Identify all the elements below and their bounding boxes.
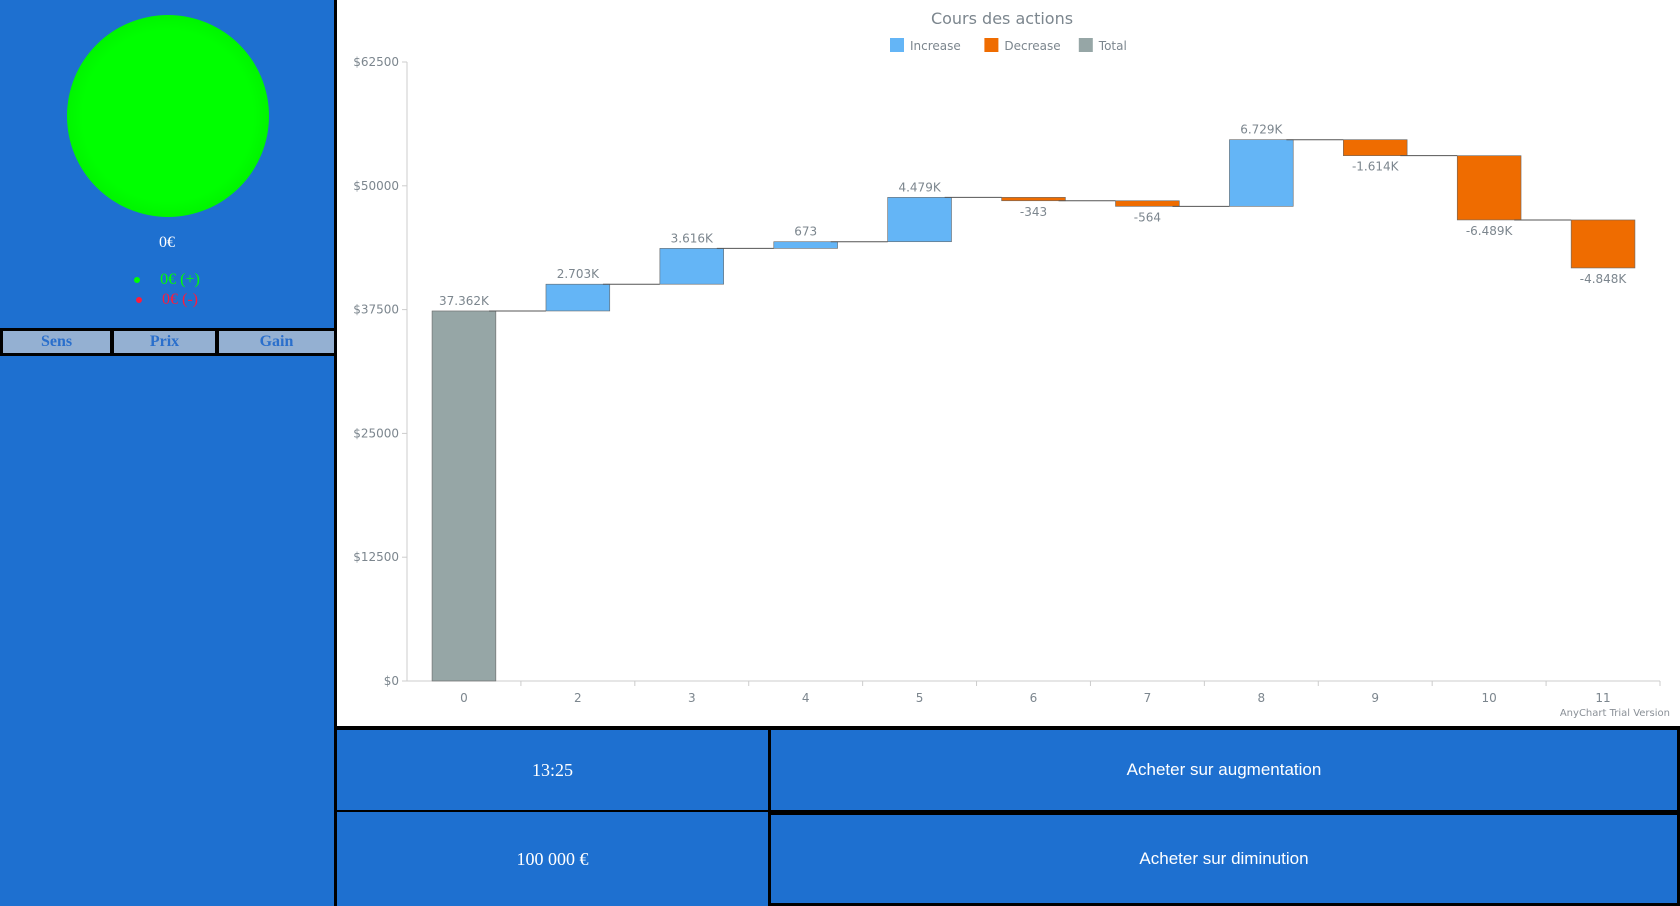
y-tick-label: $0 xyxy=(384,674,399,688)
gain-plus: 0€ (+) xyxy=(160,271,200,288)
x-tick-label: 2 xyxy=(574,691,582,705)
red-dot-icon xyxy=(136,297,142,303)
x-tick-label: 3 xyxy=(688,691,696,705)
x-tick-label: 10 xyxy=(1481,691,1496,705)
x-tick-label: 7 xyxy=(1144,691,1152,705)
x-tick-label: 11 xyxy=(1595,691,1610,705)
data-label: 673 xyxy=(794,225,817,239)
legend-label-decrease: Decrease xyxy=(1004,39,1060,53)
data-label: -343 xyxy=(1020,205,1047,219)
bar-6 xyxy=(1001,197,1066,202)
status-indicator-circle xyxy=(67,15,269,217)
col-gain: Gain xyxy=(219,331,334,353)
watermark: AnyChart Trial Version xyxy=(1560,708,1670,719)
x-tick-label: 8 xyxy=(1257,691,1265,705)
data-label: 37.362K xyxy=(439,294,490,308)
data-label: -1.614K xyxy=(1352,160,1400,174)
chart-title: Cours des actions xyxy=(931,9,1073,28)
data-label: 4.479K xyxy=(898,180,941,194)
bar-8 xyxy=(1229,139,1294,207)
bar-10 xyxy=(1456,155,1522,221)
data-label: -564 xyxy=(1134,210,1161,224)
bar-3 xyxy=(659,248,724,285)
y-tick-label: $62500 xyxy=(353,55,399,69)
legend: Increase Decrease Total xyxy=(890,38,1127,53)
gain-minus: 0€ (-) xyxy=(162,291,198,308)
x-tick-label: 0 xyxy=(460,691,468,705)
x-tick-label: 9 xyxy=(1371,691,1379,705)
capital: 100 000 € xyxy=(516,848,589,869)
time: 13:25 xyxy=(531,759,573,780)
y-tick-label: $50000 xyxy=(353,179,399,193)
data-label: 6.729K xyxy=(1240,123,1283,137)
waterfall-chart: Cours des actions Increase Decrease Total … xyxy=(337,0,1680,726)
legend-swatch-decrease xyxy=(984,38,999,52)
x-tick-label: 6 xyxy=(1030,691,1038,705)
legend-label-increase: Increase xyxy=(910,39,961,53)
time-display: 13:25 xyxy=(337,730,768,810)
x-tick-label: 5 xyxy=(916,691,924,705)
y-tick-label: $12500 xyxy=(353,550,399,564)
bar-9 xyxy=(1343,139,1408,156)
y-tick-label: $25000 xyxy=(353,426,399,440)
capital-display: 100 000 € xyxy=(337,812,768,906)
data-label: 3.616K xyxy=(671,231,714,245)
bar-5 xyxy=(887,197,952,243)
legend-swatch-increase xyxy=(890,38,904,52)
buy-up-button[interactable]: Acheter sur augmentation xyxy=(771,730,1677,810)
gain-minus-row: 0€ (-) xyxy=(0,291,334,309)
legend-swatch-total xyxy=(1078,38,1093,52)
green-dot-icon xyxy=(134,277,141,283)
chart-svg: Cours des actions Increase Decrease Total … xyxy=(353,9,1670,719)
balance-value: 0€ xyxy=(159,234,175,251)
trades-table-header: Sens Prix Gain xyxy=(0,328,334,356)
col-sens: Sens xyxy=(3,331,110,353)
data-label: 2.703K xyxy=(557,267,600,281)
gain-plus-row: 0€ (+) xyxy=(0,271,334,289)
y-tick-label: $37500 xyxy=(353,303,399,317)
bar-0 xyxy=(431,310,497,682)
data-label: -6.489K xyxy=(1466,224,1514,238)
legend-label-total: Total xyxy=(1098,39,1127,53)
bar-2 xyxy=(545,283,611,312)
left-panel: 0€ 0€ (+) 0€ (-) Sens Prix Gain xyxy=(0,0,334,906)
data-label: -4.848K xyxy=(1580,272,1628,286)
bar-7 xyxy=(1115,200,1180,207)
bar-4 xyxy=(773,241,838,249)
col-prix: Prix xyxy=(114,331,215,353)
buy-down-button[interactable]: Acheter sur diminution xyxy=(771,815,1677,903)
x-tick-label: 4 xyxy=(802,691,810,705)
bar-11 xyxy=(1570,219,1636,269)
